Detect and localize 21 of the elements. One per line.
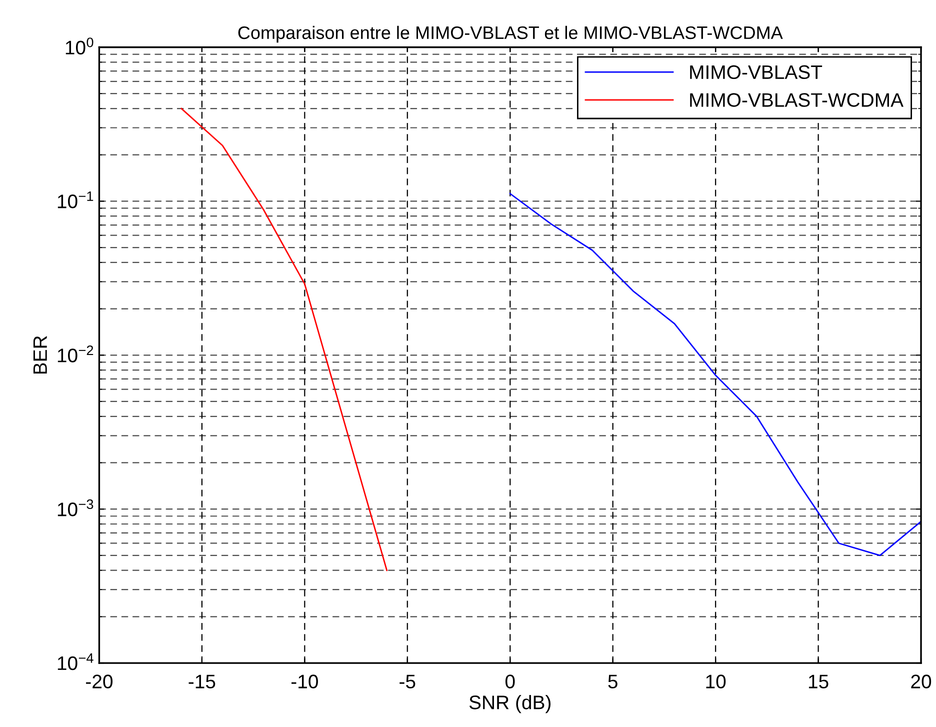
y-tick-label: 10$^{−1}$ [58, 192, 94, 208]
x-tick-label: 10 [706, 674, 726, 688]
line-series [509, 192, 922, 556]
chart-title: Comparaison entre le MIMO-VBLAST et le MIMO-VBLAST-WCDMA [238, 26, 783, 43]
y-tick-label: 10$^{−3}$ [58, 499, 94, 516]
y-axis-title: BER [33, 336, 47, 374]
x-tick-label: 0 [505, 674, 515, 688]
legend-label: MIMO-VBLAST-WCDMA [690, 93, 904, 107]
y-tick-label: 10$^{0}$ [66, 38, 94, 54]
x-tick-label: 20 [911, 674, 932, 688]
y-tick-label: 10$^{−2}$ [58, 345, 94, 362]
x-tick-label: -5 [400, 674, 416, 688]
line-series [180, 108, 388, 572]
x-tick-label: -10 [291, 674, 318, 688]
x-tick-label: 5 [608, 674, 618, 688]
x-tick-label: 15 [808, 674, 828, 688]
legend-label: MIMO-VBLAST [690, 65, 822, 80]
x-tick-label: -20 [86, 674, 113, 688]
x-axis-title: SNR (dB) [469, 695, 551, 714]
x-tick-label: -15 [188, 674, 216, 688]
y-tick-label: 10$^{−4}$ [58, 653, 94, 670]
